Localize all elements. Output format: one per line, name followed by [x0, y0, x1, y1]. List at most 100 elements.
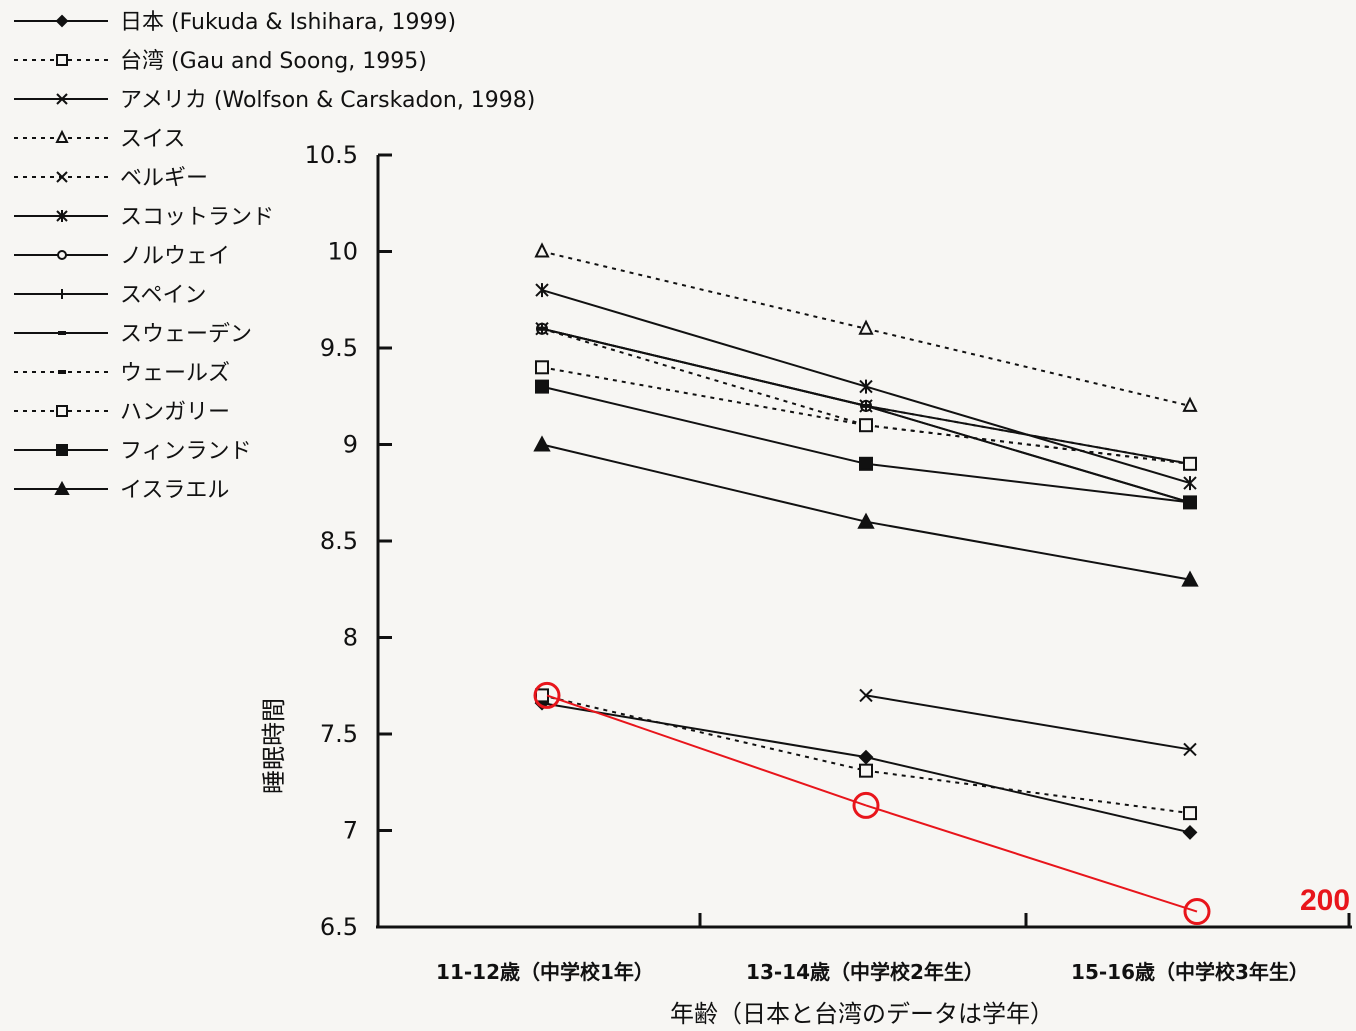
marker-x — [56, 171, 68, 183]
legend-label: スコットランド — [120, 205, 274, 230]
series-line — [859, 688, 1197, 757]
marker-square — [535, 379, 549, 394]
legend-item: スイス — [14, 127, 185, 152]
series-segment — [541, 694, 867, 772]
marker-circle-open — [57, 250, 67, 260]
marker-diamond — [55, 14, 69, 28]
marker-square-open — [1183, 456, 1197, 471]
legend-item: ノルウェイ — [14, 244, 230, 269]
series-lines — [533, 242, 1199, 840]
legend-label: スウェーデン — [120, 322, 252, 347]
legend-label: スイス — [120, 127, 185, 152]
y-tick-label: 7.5 — [320, 720, 358, 748]
series-segment — [865, 404, 1191, 465]
legend-item: スウェーデン — [14, 322, 252, 347]
annotation-label: 200 — [1300, 884, 1350, 917]
legend-item: ベルギー — [14, 166, 208, 191]
marker-triangle — [1181, 570, 1199, 587]
legend-label: ベルギー — [120, 166, 208, 191]
series-segment — [541, 443, 867, 523]
marker-triangle-open — [534, 242, 550, 258]
legend-item: ハンガリー — [14, 400, 230, 425]
series-segment — [541, 327, 867, 407]
legend-item: スコットランド — [14, 205, 274, 230]
legend-item: フィンランド — [14, 439, 252, 464]
marker-asterisk — [859, 379, 873, 394]
red-annotation: 200 — [533, 681, 1350, 926]
x-category-label: 15-16歳（中学校3年生） — [1071, 960, 1309, 984]
series-line — [535, 360, 1197, 471]
legend-label: フィンランド — [120, 439, 252, 464]
series-segment — [541, 250, 867, 330]
marker-square — [56, 444, 68, 456]
marker-triangle — [533, 435, 551, 452]
marker-triangle — [54, 480, 70, 495]
annotation-circle — [852, 791, 880, 819]
annotation-circle — [1183, 898, 1211, 926]
legend-item: アメリカ (Wolfson & Carskadon, 1998) — [14, 88, 535, 113]
x-axis-title: 年齢（日本と台湾のデータは学年） — [670, 1000, 1054, 1028]
marker-diamond — [1182, 825, 1198, 840]
legend-label: ウェールズ — [120, 361, 230, 386]
marker-triangle-open — [858, 319, 874, 335]
marker-x — [859, 688, 873, 703]
annotation-circle — [533, 681, 561, 709]
marker-x-stroke — [56, 171, 68, 183]
legend-item: スペイン — [14, 283, 206, 308]
marker-square-open — [1183, 806, 1197, 821]
series-segment — [865, 694, 1191, 751]
marker-x — [1183, 742, 1197, 757]
y-tick-label: 9 — [343, 431, 358, 459]
legend-label: ノルウェイ — [120, 244, 230, 269]
legend-item: 台湾 (Gau and Soong, 1995) — [14, 49, 427, 74]
series-segment — [865, 769, 1191, 815]
annotation-segment — [546, 694, 867, 807]
legend-item: 日本 (Fukuda & Ishihara, 1999) — [14, 10, 456, 35]
series-line — [535, 379, 1197, 510]
marker-triangle — [857, 512, 875, 529]
marker-square-open — [56, 54, 68, 66]
series-line — [541, 322, 1191, 470]
series-segment — [865, 404, 1191, 504]
y-tick-label: 8 — [343, 624, 358, 652]
marker-square-open — [56, 405, 68, 417]
series-line — [533, 435, 1199, 587]
marker-triangle-open — [1182, 396, 1198, 412]
legend: 日本 (Fukuda & Ishihara, 1999) 台湾 (Gau and … — [14, 10, 535, 503]
series-line — [535, 688, 1197, 821]
axes — [376, 155, 1352, 929]
marker-x-stroke — [1183, 742, 1197, 757]
y-tick-label: 9.5 — [320, 334, 358, 362]
y-tick-label: 6.5 — [320, 913, 358, 941]
series-line — [534, 242, 1198, 412]
legend-label: 台湾 (Gau and Soong, 1995) — [120, 49, 427, 74]
marker-x-stroke — [56, 93, 68, 105]
marker-asterisk — [56, 210, 68, 222]
marker-asterisk — [1183, 476, 1197, 491]
series-segment — [541, 366, 867, 427]
x-category-label: 11-12歳（中学校1年） — [436, 960, 654, 984]
legend-label: 日本 (Fukuda & Ishihara, 1999) — [120, 10, 456, 35]
legend-item: ウェールズ — [14, 361, 230, 386]
legend-item: イスラエル — [14, 478, 229, 503]
legend-label: イスラエル — [120, 478, 229, 503]
series-segment — [865, 462, 1191, 504]
series-line — [537, 326, 1195, 505]
legend-label: ハンガリー — [120, 400, 230, 425]
series-segment — [865, 520, 1191, 581]
series-segment — [865, 327, 1191, 407]
y-tick-label: 10 — [327, 238, 358, 266]
marker-x — [56, 93, 68, 105]
marker-square — [859, 456, 873, 471]
y-tick-labels: 10.5 10 9.5 9 8.5 8 7.5 7 6.5 — [305, 141, 392, 941]
marker-square-open — [535, 688, 549, 703]
legend-label: アメリカ (Wolfson & Carskadon, 1998) — [120, 88, 535, 113]
y-tick-label: 10.5 — [305, 141, 358, 169]
marker-square-open — [859, 418, 873, 433]
series-segment — [541, 289, 867, 388]
x-category-labels: 11-12歳（中学校1年） 13-14歳（中学校2年生） 15-16歳（中学校3年生… — [436, 960, 1309, 984]
y-tick-label: 7 — [343, 817, 358, 845]
y-tick-label: 8.5 — [320, 527, 358, 555]
marker-asterisk — [535, 283, 549, 298]
